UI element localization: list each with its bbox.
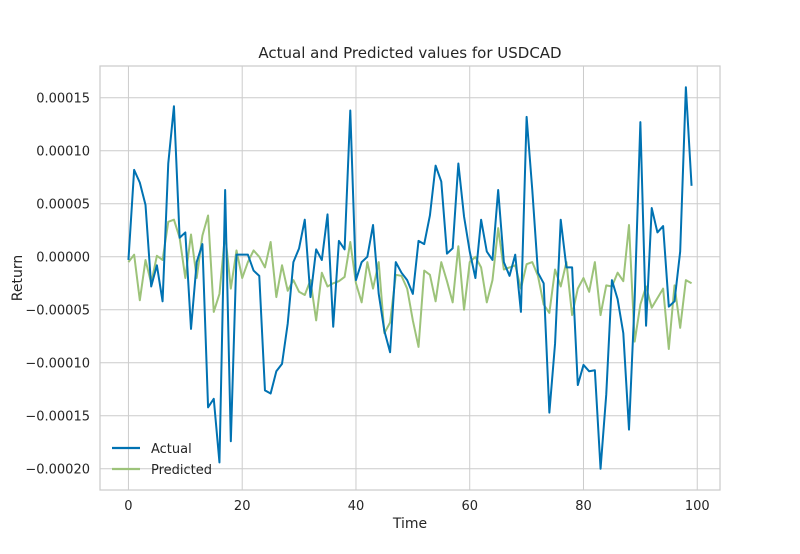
grid	[100, 66, 720, 490]
plot-frame	[99, 65, 721, 491]
chart-title: Actual and Predicted values for USDCAD	[258, 44, 561, 62]
x-tick-label: 20	[234, 499, 251, 514]
y-tick-label: −0.00020	[25, 462, 90, 477]
y-tick-label: −0.00015	[25, 409, 90, 424]
legend-label-predicted: Predicted	[151, 463, 212, 478]
legend: Actual Predicted	[112, 442, 212, 478]
x-tick-label: 80	[575, 499, 592, 514]
x-axis-title: Time	[392, 516, 427, 532]
y-axis-ticks: −0.00020 −0.00015 −0.00010 −0.00005 0.00000 0…	[25, 91, 90, 477]
x-tick-label: 60	[461, 499, 478, 514]
legend-label-actual: Actual	[151, 442, 192, 457]
y-tick-label: 0.00005	[36, 197, 90, 212]
y-tick-label: 0.00015	[36, 91, 90, 106]
x-tick-label: 40	[348, 499, 365, 514]
series-line-actual	[127, 86, 693, 470]
x-axis-ticks: 0 20 40 60 80 100	[124, 499, 709, 514]
y-tick-label: −0.00005	[25, 303, 90, 318]
y-axis-title: Return	[10, 255, 26, 301]
series-line-predicted	[127, 214, 693, 351]
y-tick-label: 0.00000	[36, 250, 90, 265]
x-tick-label: 100	[685, 499, 710, 514]
x-tick-label: 0	[124, 499, 132, 514]
series-lines	[127, 86, 693, 470]
y-tick-label: −0.00010	[25, 356, 90, 371]
y-tick-label: 0.00010	[36, 144, 90, 159]
